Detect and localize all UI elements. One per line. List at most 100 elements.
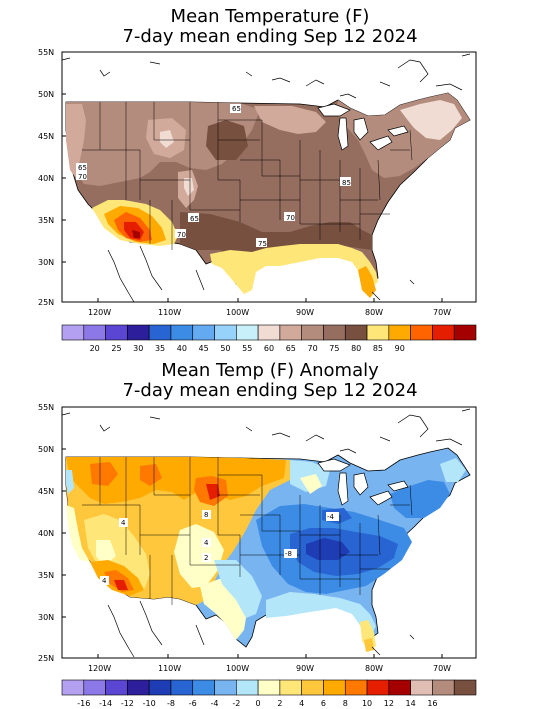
colorbar-swatch	[344, 324, 368, 341]
map1-idaho-cool	[160, 130, 174, 148]
colorbar-label: 16	[427, 699, 437, 708]
map2-coast-cool	[66, 505, 90, 562]
map2-title-line2: 7-day mean ending Sep 12 2024	[122, 380, 418, 401]
map2-coastlines	[62, 408, 471, 658]
colorbar-swatch	[214, 324, 237, 341]
map1-sw-100	[132, 230, 140, 238]
map2-colorbar	[61, 679, 477, 696]
map1-title-line2: 7-day mean ending Sep 12 2024	[122, 26, 418, 47]
map2-lon-label: 110W	[158, 664, 181, 673]
colorbar-label: 55	[242, 344, 252, 353]
map2-east-8	[306, 538, 350, 560]
colorbar-swatch	[127, 324, 150, 341]
colorbar-swatch	[453, 679, 477, 696]
colorbar-label: 45	[199, 344, 209, 353]
map1-coast-cool	[66, 104, 86, 178]
colorbar-swatch	[279, 679, 302, 696]
map2-lat-label: 45N	[38, 487, 54, 496]
map1-lat-labels: 55N 50N 45N 40N 35N 30N 25N	[38, 48, 54, 307]
map2-nw-coast	[66, 470, 74, 494]
colorbar-label: 12	[384, 699, 394, 708]
colorbar-label: -2	[232, 699, 240, 708]
map2-lon-label: 70W	[433, 664, 451, 673]
colorbar-label: 80	[351, 344, 361, 353]
colorbar-swatch	[214, 679, 237, 696]
map1-lon-label: 70W	[433, 308, 451, 317]
colorbar-swatch	[257, 679, 281, 696]
map2-lon-labels: 120W 110W 100W 90W 80W 70W	[88, 664, 451, 673]
map1-great-lakes	[317, 103, 409, 151]
map1-contour-label: 65	[190, 215, 199, 223]
colorbar-swatch	[279, 324, 302, 341]
map1-contour-label: 70	[78, 173, 87, 181]
colorbar-label: -8	[167, 699, 175, 708]
map1-contour-label: 70	[286, 214, 295, 222]
map2-contour-label: 4	[204, 539, 209, 547]
map2-interior-4	[84, 514, 150, 590]
map1-gulf-yellow	[210, 244, 378, 294]
map2-sw-10	[114, 580, 128, 590]
colorbar-swatch	[410, 324, 433, 341]
map2-gulf-light	[266, 592, 376, 638]
map1-axis-ticks	[62, 51, 443, 303]
colorbar-swatch	[105, 679, 128, 696]
map1-lat-label: 45N	[38, 132, 54, 141]
map1-lon-label: 90W	[296, 308, 314, 317]
colorbar-swatch	[192, 679, 215, 696]
map2-north-10a	[206, 484, 220, 500]
colorbar-label: 25	[111, 344, 121, 353]
colorbar-label: 60	[264, 344, 274, 353]
colorbar-label: 50	[220, 344, 230, 353]
map2-colorbar-labels: -16 -14 -12 -10 -8 -6 -4 -2 0 2 4 6 8 10 12 14 16	[77, 699, 437, 708]
colorbar-label: 85	[373, 344, 383, 353]
colorbar-label: 20	[90, 344, 100, 353]
colorbar-swatch	[410, 679, 433, 696]
map2-axis-ticks	[62, 406, 443, 659]
map2-lat-label: 25N	[38, 654, 54, 663]
colorbar-swatch	[61, 324, 85, 341]
colorbar-label: 70	[307, 344, 317, 353]
map1-lon-label: 110W	[158, 308, 181, 317]
colorbar-label: -4	[211, 699, 219, 708]
colorbar-label: 30	[133, 344, 143, 353]
colorbar-swatch	[366, 324, 390, 341]
colorbar-label: 2	[277, 699, 282, 708]
map2-lat-label: 55N	[38, 403, 54, 412]
colorbar-swatch	[366, 679, 390, 696]
map1-lat-label: 40N	[38, 174, 54, 183]
map2-contour-label: 4	[102, 577, 107, 585]
colorbar-swatch	[301, 324, 324, 341]
map2-lat-labels: 55N 50N 45N 40N 35N 30N 25N	[38, 403, 54, 663]
map1-lat-label: 30N	[38, 258, 54, 267]
map1-contour-label: 65	[232, 105, 241, 113]
colorbar-label: 0	[256, 699, 261, 708]
map1-lon-label: 80W	[365, 308, 383, 317]
map2: 4 8 4 2 4 -4 -8	[62, 407, 476, 658]
map2-title-line1: Mean Temp (F) Anomaly	[161, 360, 379, 381]
colorbar-label: -6	[189, 699, 197, 708]
map1-band-60-midwest	[254, 106, 326, 134]
colorbar-label: 14	[406, 699, 416, 708]
colorbar-swatch	[170, 324, 194, 341]
colorbar-swatch	[301, 679, 324, 696]
map1-lon-label: 100W	[226, 308, 249, 317]
map1-lat-label: 50N	[38, 90, 54, 99]
map2-contour-label: 8	[204, 511, 208, 519]
map1-lon-labels: 120W 110W 100W 90W 80W 70W	[88, 308, 451, 317]
colorbar-label: 6	[321, 699, 326, 708]
map2-lon-label: 80W	[365, 664, 383, 673]
map1: 65 70 65 85 65 70 70 75	[62, 52, 476, 302]
map1-lat-label: 25N	[38, 298, 54, 307]
colorbar-swatch	[83, 679, 106, 696]
map1-contour-label: 65	[78, 164, 87, 172]
colorbar-label: 65	[286, 344, 296, 353]
colorbar-swatch	[148, 679, 172, 696]
map2-state-lines	[82, 457, 413, 605]
map1-band-60-newengland	[400, 100, 462, 140]
map2-north-8c	[140, 464, 162, 486]
map1-florida-orange	[358, 266, 376, 298]
colorbar-label: -14	[99, 699, 112, 708]
map2-lat-label: 35N	[38, 571, 54, 580]
map1-state-lines	[82, 102, 413, 250]
colorbar-swatch	[453, 324, 477, 341]
